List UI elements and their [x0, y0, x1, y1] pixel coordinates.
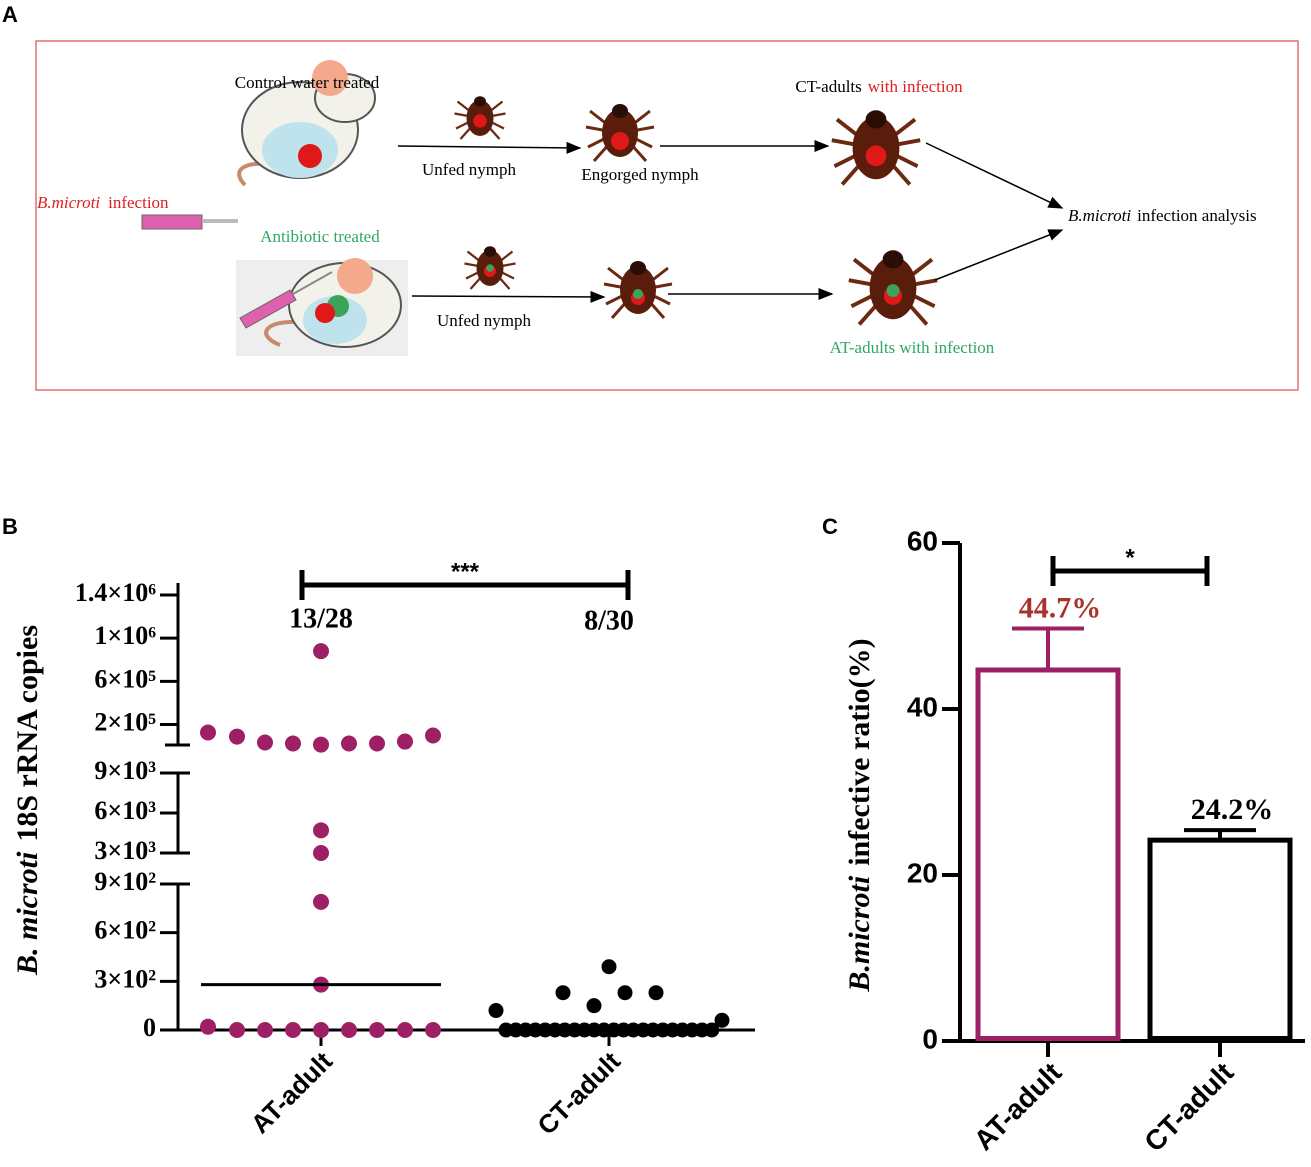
data-point [229, 728, 245, 745]
data-point [704, 1022, 720, 1038]
y-tick-label: 0 [922, 1023, 938, 1054]
data-point [601, 959, 617, 975]
y-label-italic: B. microti [11, 851, 44, 976]
data-point [313, 822, 329, 839]
data-point [285, 1022, 301, 1038]
data-point [313, 643, 329, 660]
y-tick-label: 6×10⁵ [94, 664, 156, 693]
data-point [714, 1012, 730, 1028]
y-label-text: 18S rRNA copies [11, 625, 44, 842]
label: CT-adults with infection [795, 77, 963, 96]
significance: * [1125, 544, 1135, 571]
significance: *** [451, 558, 480, 585]
value-label: 24.2% [1191, 793, 1274, 826]
data-point [200, 724, 216, 741]
x-tick-label: AT-adult [245, 1046, 339, 1140]
arrows [397, 140, 1064, 303]
data-point [648, 985, 664, 1001]
y-tick-label: 40 [907, 691, 938, 722]
data-point [229, 1022, 245, 1038]
y-tick-label: 6×10³ [94, 796, 156, 825]
adult-tick [846, 248, 940, 327]
x-tick-label: CT-adult [531, 1046, 626, 1141]
syringe [141, 214, 238, 230]
y-axis-label: B. microti 18S rRNA copies [11, 625, 44, 976]
y-tick-label: 1×10⁶ [94, 621, 156, 650]
mouse-control [237, 60, 376, 187]
y-tick-label: 9×10³ [94, 756, 156, 785]
data-point [369, 1022, 385, 1038]
x-tick-label: CT-adult [1138, 1057, 1239, 1158]
data-point [313, 893, 329, 910]
y-label-text: infective ratio(%) [843, 638, 876, 865]
value-label: 44.7% [1019, 591, 1102, 624]
label: Control water treated [235, 73, 380, 92]
y-tick-label: 3×10² [94, 964, 156, 993]
bar [975, 667, 1121, 1041]
y-tick-label: 0 [143, 1013, 156, 1042]
data-point [425, 727, 441, 744]
label: B.microti infection analysis [1068, 206, 1257, 225]
data-point [313, 1022, 329, 1038]
y-tick-label: 6×10² [94, 916, 156, 945]
mouse-antibiotic [236, 258, 408, 356]
ratio-label: 8/30 [584, 605, 634, 636]
x-tick-label: AT-adult [968, 1057, 1068, 1157]
nymph [453, 95, 507, 141]
data-point [397, 733, 413, 750]
ratio-label: 13/28 [289, 603, 353, 634]
label: Antibiotic treated [260, 227, 380, 246]
panel-label: B [2, 514, 18, 539]
data-point [257, 734, 273, 751]
y-tick-label: 20 [907, 857, 938, 888]
data-point [555, 985, 571, 1001]
y-tick-label: 1.4×10⁶ [75, 578, 156, 607]
label: Engorged nymph [581, 165, 699, 184]
panel-label: C [822, 514, 838, 539]
data-point [586, 998, 602, 1014]
data-point [617, 985, 633, 1001]
data-point [341, 735, 357, 752]
data-point [341, 1022, 357, 1038]
label: Unfed nymph [437, 311, 531, 330]
data-point [488, 1003, 504, 1019]
data-point [425, 1022, 441, 1038]
y-axis-label: B.microti infective ratio(%) [843, 638, 876, 992]
y-tick-label: 2×10⁵ [94, 707, 156, 736]
label: AT-adults with infection [830, 338, 995, 357]
data-point [200, 1018, 216, 1035]
data-point [313, 736, 329, 753]
engorged-nymph [584, 102, 656, 163]
y-tick-label: 3×10³ [94, 836, 156, 865]
nymph [463, 245, 517, 291]
label: Unfed nymph [422, 160, 516, 179]
frame [35, 40, 1299, 391]
bar [1147, 837, 1293, 1042]
y-tick-label: 9×10² [94, 867, 156, 896]
engorged-nymph [602, 259, 674, 320]
data-point [257, 1022, 273, 1038]
y-label-italic: B.microti [843, 875, 876, 993]
data-point [285, 735, 301, 752]
adult-tick [829, 108, 923, 187]
panel-label: A [2, 2, 18, 27]
data-point [397, 1022, 413, 1038]
data-point [369, 735, 385, 752]
data-point [313, 845, 329, 861]
label: B.microti infection [37, 193, 169, 212]
panel-a: A Control water treated Antibiotic treat… [2, 2, 1299, 391]
y-tick-label: 60 [907, 525, 938, 556]
